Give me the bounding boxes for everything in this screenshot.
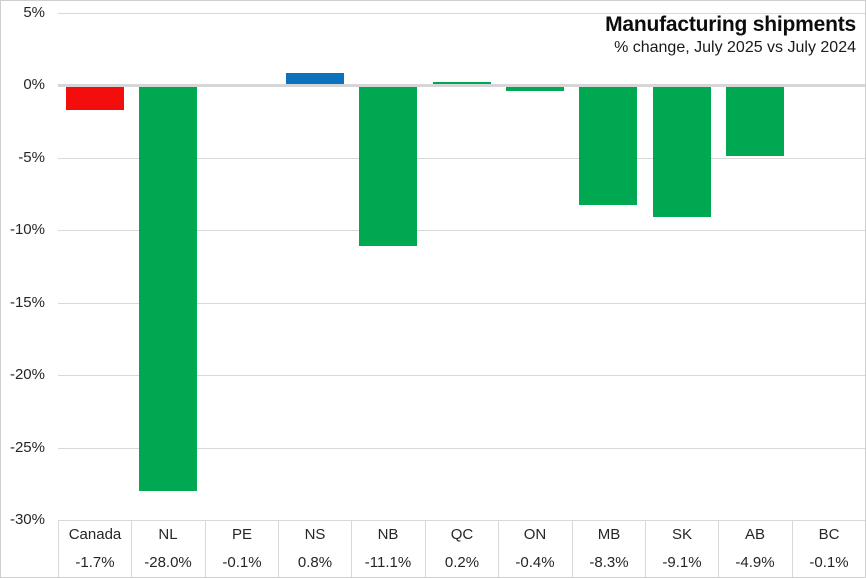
- y-axis-tick-label: -20%: [9, 366, 45, 383]
- table-cell-nl: NL -28.0%: [131, 521, 204, 577]
- table-cell-nb: NB -11.1%: [351, 521, 424, 577]
- y-axis-tick-label: -15%: [9, 294, 45, 311]
- bar-qc: [433, 82, 491, 85]
- category-label: QC: [450, 526, 474, 543]
- value-label: -0.1%: [222, 554, 262, 571]
- category-label: AB: [744, 526, 765, 543]
- gridline-5%: [58, 13, 865, 14]
- bar-nb: [359, 85, 417, 246]
- y-axis-tick-label: -5%: [18, 149, 45, 166]
- value-label: -1.7%: [75, 554, 115, 571]
- category-label: NB: [377, 526, 399, 543]
- category-label: Canada: [68, 526, 122, 543]
- gridline--20%: [58, 375, 865, 376]
- bar-mb: [579, 85, 637, 205]
- category-label: MB: [597, 526, 621, 543]
- table-cell-ab: AB -4.9%: [718, 521, 791, 577]
- table-cell-bc: BC -0.1%: [792, 521, 865, 577]
- y-axis-tick-label: -10%: [9, 221, 45, 238]
- table-cell-canada: Canada -1.7%: [58, 521, 131, 577]
- bar-ns: [286, 73, 344, 85]
- value-label: -0.1%: [809, 554, 849, 571]
- bar-canada: [66, 85, 124, 110]
- bar-nl: [139, 85, 197, 491]
- chart-title: Manufacturing shipments: [605, 13, 856, 36]
- category-label: NS: [304, 526, 326, 543]
- gridline--15%: [58, 303, 865, 304]
- table-cell-ns: NS 0.8%: [278, 521, 351, 577]
- y-axis-tick-label: 0%: [23, 76, 45, 93]
- bar-sk: [653, 85, 711, 217]
- bar-on: [506, 85, 564, 91]
- category-label: ON: [523, 526, 547, 543]
- y-axis-tick-label: -25%: [9, 439, 45, 456]
- value-label: -0.4%: [515, 554, 555, 571]
- value-label: 0.2%: [444, 554, 480, 571]
- value-label: -9.1%: [662, 554, 702, 571]
- gridline--25%: [58, 448, 865, 449]
- chart-header: Manufacturing shipments % change, July 2…: [605, 13, 856, 57]
- category-label: NL: [158, 526, 178, 543]
- zero-axis-line: [58, 84, 865, 87]
- gridline--5%: [58, 158, 865, 159]
- table-cell-qc: QC 0.2%: [425, 521, 498, 577]
- bar-ab: [726, 85, 784, 156]
- table-cell-on: ON -0.4%: [498, 521, 571, 577]
- gridline--30%: [58, 520, 865, 521]
- category-label: SK: [671, 526, 692, 543]
- value-label: 0.8%: [297, 554, 333, 571]
- value-label: -28.0%: [144, 554, 192, 571]
- value-label: -11.1%: [364, 554, 412, 571]
- chart-subtitle: % change, July 2025 vs July 2024: [614, 39, 856, 56]
- gridline--10%: [58, 230, 865, 231]
- table-cell-pe: PE -0.1%: [205, 521, 278, 577]
- value-label: -4.9%: [735, 554, 775, 571]
- table-cell-mb: MB -8.3%: [572, 521, 645, 577]
- category-label: BC: [818, 526, 840, 543]
- table-cell-sk: SK -9.1%: [645, 521, 718, 577]
- y-axis-tick-label: 5%: [23, 4, 45, 21]
- y-axis-tick-label: -30%: [9, 511, 45, 528]
- category-label: PE: [231, 526, 252, 543]
- value-label: -8.3%: [589, 554, 629, 571]
